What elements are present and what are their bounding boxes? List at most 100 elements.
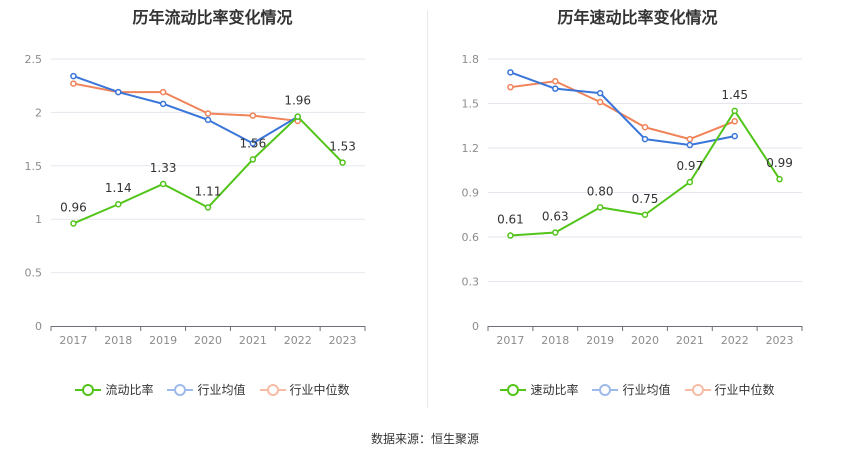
legend-label: 流动比率 [105,383,154,397]
series-line [510,71,735,147]
data-point [641,211,649,218]
data-point [731,107,738,115]
data-label: 0.63 [542,210,569,224]
data-point [159,88,167,96]
data-point [686,135,694,143]
x-tick-label: 2022 [284,334,312,347]
y-tick-label: 1.5 [462,98,480,111]
chart-title: 历年速动比率变化情况 [557,8,718,27]
legend-item-industry-median[interactable]: 行业中位数 [684,381,775,398]
y-tick-label: 2.5 [25,53,43,66]
data-point [249,140,257,147]
data-point [686,141,694,149]
data-point [70,220,77,227]
legend-item-industry-median[interactable]: 行业中位数 [259,381,350,398]
x-tick-label: 2023 [329,334,357,347]
data-point [339,159,346,166]
x-tick-label: 2018 [541,334,569,347]
data-point [115,200,122,208]
legend-item-current-ratio[interactable]: 流动比率 [75,381,153,398]
data-point [159,100,167,108]
legend-marker-icon [167,383,194,396]
data-point [204,204,212,211]
x-tick-label: 2019 [586,334,614,347]
data-point [641,135,649,143]
y-tick-label: 1.5 [25,160,43,173]
data-point [596,98,604,106]
data-point [204,110,212,117]
series-line [73,82,298,122]
data-label: 0.80 [587,184,614,198]
legend-item-industry-mean[interactable]: 行业均值 [592,381,671,398]
quick-ratio-line-chart: 0 0.3 0.6 0.9 1.2 1.5 1.8 2017 2018 2019 2020 2021 2… [462,53,803,347]
data-label: 1.96 [284,94,311,108]
series-line [73,75,299,145]
y-tick-label: 0.9 [462,187,480,200]
data-point [686,178,694,186]
x-tick-label: 2022 [721,334,749,347]
legend-label: 行业均值 [197,383,246,397]
data-point [249,156,257,163]
data-label: 1.14 [105,181,132,195]
legend-item-quick-ratio[interactable]: 速动比率 [500,381,578,398]
data-point [294,113,301,120]
x-tick-label: 2018 [104,334,132,347]
data-label: 1.56 [239,136,266,150]
data-point [552,78,559,85]
data-point [70,80,77,87]
y-tick-label: 0 [35,320,42,333]
x-tick-label: 2021 [676,334,704,347]
legend-marker-icon [684,383,711,396]
data-label: 1.33 [150,161,177,175]
data-point [641,123,649,131]
legend-marker-icon [500,383,527,396]
data-label: 0.97 [676,159,703,173]
y-tick-label: 2 [35,106,42,119]
x-tick-label: 2023 [766,334,794,347]
data-point [731,118,738,125]
legend-marker-icon [75,383,102,396]
data-point [70,72,77,80]
legend-marker-icon [592,383,619,396]
panel-divider [427,10,428,408]
data-label: 0.99 [766,156,793,170]
legend-label: 行业中位数 [714,383,775,397]
y-tick-label: 0.5 [25,267,43,280]
data-point [552,85,559,92]
chart-legend: 速动比率 行业均值 行业中位数 [425,381,850,398]
data-point [204,116,212,124]
series-line [510,80,736,141]
data-source-note: 数据来源：恒生聚源 [370,432,479,446]
data-point [552,229,559,236]
data-point [249,112,257,119]
data-label: 0.75 [632,192,659,206]
y-tick-label: 1.8 [462,53,480,66]
legend-label: 行业均值 [622,383,671,397]
x-tick-label: 2017 [59,334,87,347]
current-ratio-line-chart: 0 0.5 1 1.5 2 2.5 2017 2018 2019 2020 2021 2022 2023… [25,53,366,347]
data-label: 1.45 [721,88,748,102]
x-tick-label: 2021 [239,334,267,347]
data-label: 1.53 [329,140,356,154]
data-point [507,83,514,91]
data-point [507,232,514,239]
y-tick-label: 1.2 [462,142,480,155]
data-point [159,180,167,188]
y-tick-label: 0.6 [462,231,480,244]
legend-marker-icon [259,383,286,396]
x-tick-label: 2017 [496,334,524,347]
legend-item-industry-mean[interactable]: 行业均值 [167,381,246,398]
chart-legend: 流动比率 行业均值 行业中位数 [0,381,425,398]
x-tick-label: 2020 [194,334,222,347]
data-point [731,132,738,140]
y-tick-label: 0 [472,320,479,333]
data-point [596,204,604,211]
x-tick-label: 2020 [631,334,659,347]
quick-ratio-chart-panel: 历年速动比率变化情况 0 0.3 0.6 0.9 1.2 1.5 1.8 2017 2018 20… [425,0,850,420]
data-point [776,175,783,183]
chart-title: 历年流动比率变化情况 [132,8,293,27]
y-tick-label: 1 [35,213,42,226]
data-point [596,89,604,97]
data-label: 1.11 [195,184,222,198]
